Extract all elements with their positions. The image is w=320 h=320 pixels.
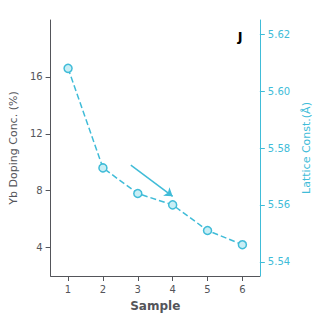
svg-text:3: 3 <box>135 284 141 295</box>
svg-text:J: J <box>237 29 243 44</box>
svg-text:Lattice Const.(Å): Lattice Const.(Å) <box>300 102 313 194</box>
svg-text:1: 1 <box>65 284 71 295</box>
svg-text:Sample: Sample <box>130 299 180 313</box>
svg-text:5.58: 5.58 <box>268 143 290 154</box>
svg-text:16: 16 <box>30 71 43 82</box>
svg-text:5.54: 5.54 <box>268 256 290 267</box>
svg-text:4: 4 <box>169 284 175 295</box>
svg-text:Yb Doping Conc. (%): Yb Doping Conc. (%) <box>7 91 20 205</box>
svg-text:5.60: 5.60 <box>268 86 290 97</box>
svg-text:8: 8 <box>36 185 42 196</box>
svg-text:12: 12 <box>30 128 43 139</box>
svg-text:5: 5 <box>204 284 210 295</box>
svg-text:2: 2 <box>100 284 106 295</box>
svg-text:6: 6 <box>239 284 245 295</box>
svg-text:5.62: 5.62 <box>268 29 290 40</box>
svg-text:4: 4 <box>36 242 42 253</box>
svg-text:5.56: 5.56 <box>268 199 290 210</box>
